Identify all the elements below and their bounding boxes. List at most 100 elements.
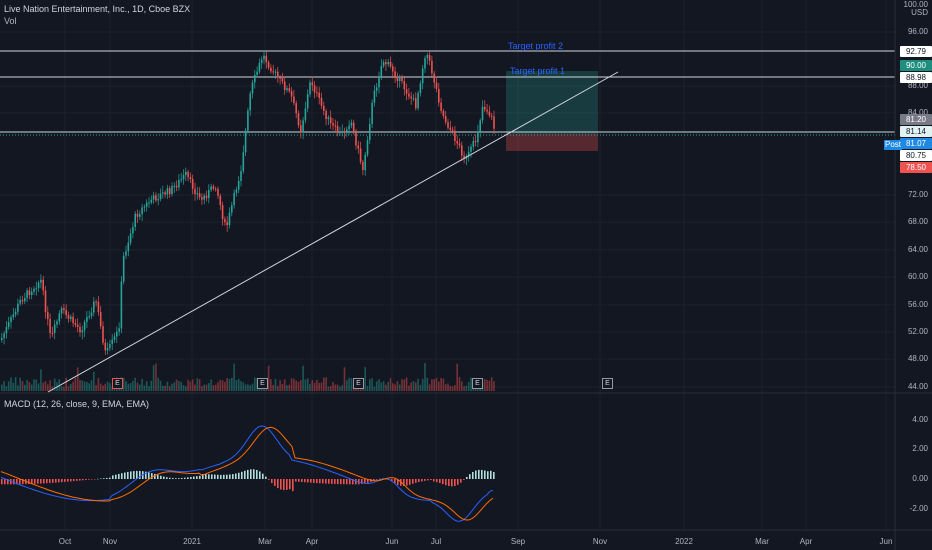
volume-bar bbox=[447, 383, 449, 391]
volume-bar bbox=[405, 377, 408, 391]
volume-bar bbox=[302, 365, 304, 391]
macd-histogram-bar bbox=[379, 478, 381, 480]
macd-histogram-bar bbox=[310, 479, 312, 483]
volume-bar bbox=[102, 385, 104, 391]
macd-histogram-bar bbox=[274, 479, 276, 486]
earnings-marker[interactable]: E bbox=[112, 378, 123, 389]
macd-histogram-bar bbox=[73, 479, 75, 482]
candle-body bbox=[109, 343, 111, 349]
volume-bar bbox=[182, 384, 185, 391]
volume-bar bbox=[341, 385, 343, 391]
macd-histogram-bar bbox=[298, 479, 300, 482]
candle-body bbox=[93, 301, 95, 313]
candle-body bbox=[35, 288, 38, 290]
macd-histogram-bar bbox=[250, 469, 252, 479]
candle-body bbox=[260, 59, 263, 63]
macd-histogram-bar bbox=[331, 479, 333, 484]
macd-tick: 0.00 bbox=[912, 474, 928, 483]
volume-bar bbox=[493, 381, 495, 391]
volume-bar bbox=[309, 384, 311, 391]
macd-histogram-bar bbox=[205, 474, 207, 479]
volume-bar bbox=[208, 383, 210, 391]
candle-body bbox=[477, 131, 479, 143]
volume-bar bbox=[486, 379, 488, 391]
candle-body bbox=[438, 88, 440, 103]
volume-bar bbox=[44, 381, 47, 391]
macd-indicator-label[interactable]: MACD (12, 26, close, 9, EMA, EMA) bbox=[4, 399, 150, 409]
macd-histogram-bar bbox=[163, 476, 165, 479]
candle-body bbox=[173, 185, 176, 187]
candle-body bbox=[313, 85, 316, 93]
macd-histogram-bar bbox=[229, 474, 231, 479]
candle-body bbox=[60, 308, 63, 314]
candle-body bbox=[375, 87, 378, 91]
take-profit-zone bbox=[506, 71, 598, 134]
candle-body bbox=[26, 290, 28, 299]
candle-body bbox=[185, 171, 187, 176]
macd-histogram-bar bbox=[58, 479, 60, 483]
macd-histogram-bar bbox=[406, 479, 408, 486]
candle-body bbox=[334, 125, 337, 127]
macd-histogram-bar bbox=[334, 479, 336, 484]
volume-bar bbox=[17, 385, 19, 391]
macd-histogram-bar bbox=[208, 474, 210, 479]
volume-bar bbox=[26, 380, 28, 391]
volume-bar bbox=[426, 377, 429, 391]
volume-bar bbox=[458, 377, 461, 391]
target-profit-1-label[interactable]: Target profit 1 bbox=[510, 66, 566, 76]
candle-body bbox=[83, 321, 86, 331]
macd-histogram-bar bbox=[433, 479, 435, 482]
volume-bar bbox=[378, 379, 380, 391]
macd-histogram-bar bbox=[430, 479, 432, 481]
volume-bar bbox=[14, 377, 17, 391]
candle-body bbox=[203, 195, 205, 200]
candle-body bbox=[30, 291, 33, 296]
macd-histogram-bar bbox=[394, 479, 396, 484]
candle-body bbox=[444, 116, 447, 123]
volume-bar bbox=[201, 386, 203, 391]
earnings-marker[interactable]: E bbox=[257, 378, 268, 389]
macd-histogram-bar bbox=[199, 475, 201, 479]
candle-body bbox=[325, 110, 327, 120]
volume-bar bbox=[438, 381, 440, 391]
candle-body bbox=[306, 94, 309, 109]
candle-body bbox=[488, 111, 491, 116]
earnings-marker[interactable]: E bbox=[353, 378, 364, 389]
candle-body bbox=[297, 113, 300, 126]
candle-body bbox=[231, 205, 233, 213]
macd-histogram-bar bbox=[367, 479, 369, 483]
macd-histogram-bar bbox=[118, 473, 120, 479]
earnings-marker[interactable]: E bbox=[602, 378, 613, 389]
target-profit-2-label[interactable]: Target profit 2 bbox=[508, 41, 564, 51]
macd-histogram-bar bbox=[241, 471, 243, 479]
candle-body bbox=[320, 97, 323, 106]
volume-bar bbox=[228, 379, 231, 391]
volume-bar bbox=[408, 385, 410, 391]
time-tick: 2022 bbox=[675, 537, 693, 546]
earnings-marker[interactable]: E bbox=[472, 378, 483, 389]
candle-body bbox=[233, 192, 235, 206]
volume-bar bbox=[231, 377, 233, 391]
candle-body bbox=[102, 326, 104, 343]
candle-body bbox=[463, 155, 465, 159]
volume-bar bbox=[162, 385, 164, 391]
macd-histogram-bar bbox=[31, 479, 33, 484]
candle-body bbox=[1, 337, 3, 340]
volume-bar bbox=[251, 383, 254, 391]
macd-histogram-bar bbox=[292, 479, 294, 492]
candle-body bbox=[171, 185, 173, 195]
candle-body bbox=[350, 122, 353, 126]
macd-histogram-bar bbox=[448, 479, 450, 487]
candle-body bbox=[283, 81, 286, 91]
price-tick: 56.00 bbox=[907, 300, 928, 309]
candle-body bbox=[21, 300, 24, 302]
volume-bar bbox=[442, 378, 445, 391]
volume-bar bbox=[97, 377, 100, 391]
candle-body bbox=[40, 279, 42, 283]
candle-body bbox=[150, 199, 153, 203]
last-price-badge: 81.20 bbox=[900, 114, 932, 125]
volume-bar bbox=[279, 380, 281, 391]
volume-bar bbox=[79, 379, 81, 391]
volume-bar bbox=[88, 383, 90, 391]
